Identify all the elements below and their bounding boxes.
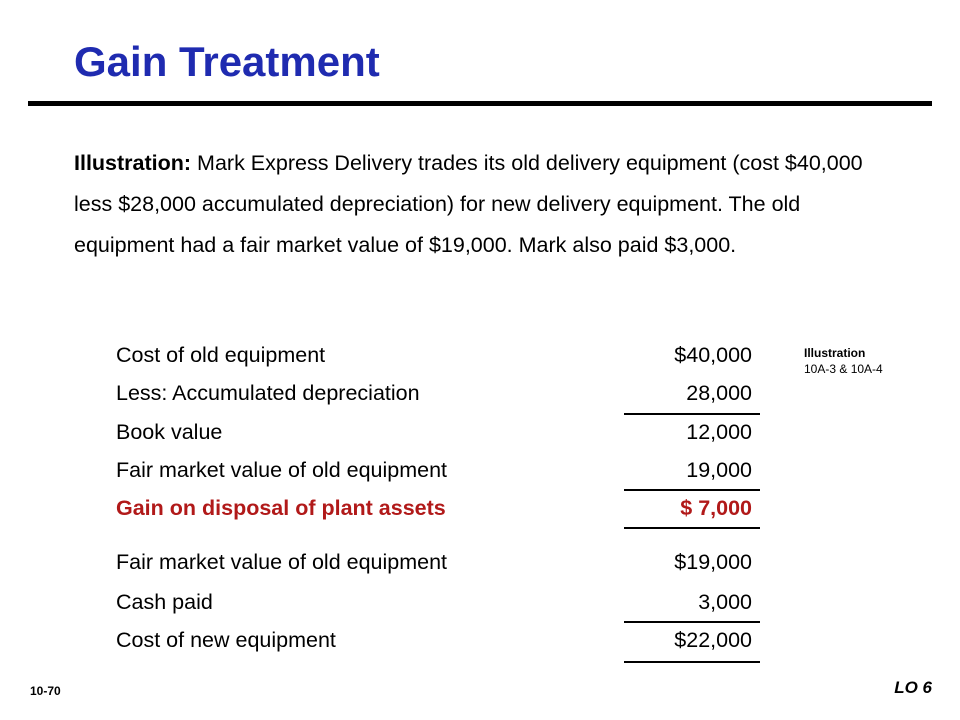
table-row-book-value: Book value 12,000 — [116, 420, 760, 452]
row-amount: 3,000 — [698, 590, 752, 614]
row-label: Gain on disposal of plant assets — [116, 496, 446, 520]
table-row-fair-market-value: Fair market value of old equipment 19,00… — [116, 458, 760, 490]
row-amount: 12,000 — [686, 420, 752, 444]
subtotal-underline — [624, 413, 760, 415]
title-divider — [28, 101, 932, 106]
illustration-reference: Illustration 10A-3 & 10A-4 — [804, 345, 883, 377]
row-amount: 28,000 — [686, 381, 752, 405]
total-underline — [624, 661, 760, 663]
row-label: Cost of new equipment — [116, 628, 336, 652]
row-label: Cash paid — [116, 590, 213, 614]
illustration-body: Mark Express Delivery trades its old del… — [74, 151, 863, 257]
illustration-lead: Illustration: — [74, 151, 192, 175]
table-row-fair-market-value: Fair market value of old equipment $19,0… — [116, 550, 760, 582]
slide-number: 10-70 — [30, 684, 61, 698]
row-amount: $ 7,000 — [680, 496, 752, 520]
table-row-gain-on-disposal: Gain on disposal of plant assets $ 7,000 — [116, 496, 760, 528]
row-amount: $19,000 — [674, 550, 752, 574]
total-underline — [624, 527, 760, 529]
subtotal-underline — [624, 621, 760, 623]
slide-title: Gain Treatment — [74, 38, 380, 85]
table-row-cost-old-equipment: Cost of old equipment $40,000 — [116, 343, 760, 375]
table-row-accumulated-depreciation: Less: Accumulated depreciation 28,000 — [116, 381, 760, 413]
row-amount: 19,000 — [686, 458, 752, 482]
illustration-text: Illustration: Mark Express Delivery trad… — [74, 143, 904, 266]
illustration-reference-number: 10A-3 & 10A-4 — [804, 362, 883, 376]
row-label: Book value — [116, 420, 223, 444]
subtotal-underline — [624, 489, 760, 491]
row-label: Fair market value of old equipment — [116, 458, 448, 482]
table-row-cost-new-equipment: Cost of new equipment $22,000 — [116, 628, 760, 660]
row-label: Less: Accumulated depreciation — [116, 381, 420, 405]
row-amount: $22,000 — [674, 628, 752, 652]
row-label: Cost of old equipment — [116, 343, 326, 367]
row-label: Fair market value of old equipment — [116, 550, 448, 574]
illustration-reference-heading: Illustration — [804, 346, 866, 360]
learning-objective: LO 6 — [894, 678, 932, 697]
table-row-cash-paid: Cash paid 3,000 — [116, 590, 760, 622]
row-amount: $40,000 — [674, 343, 752, 367]
